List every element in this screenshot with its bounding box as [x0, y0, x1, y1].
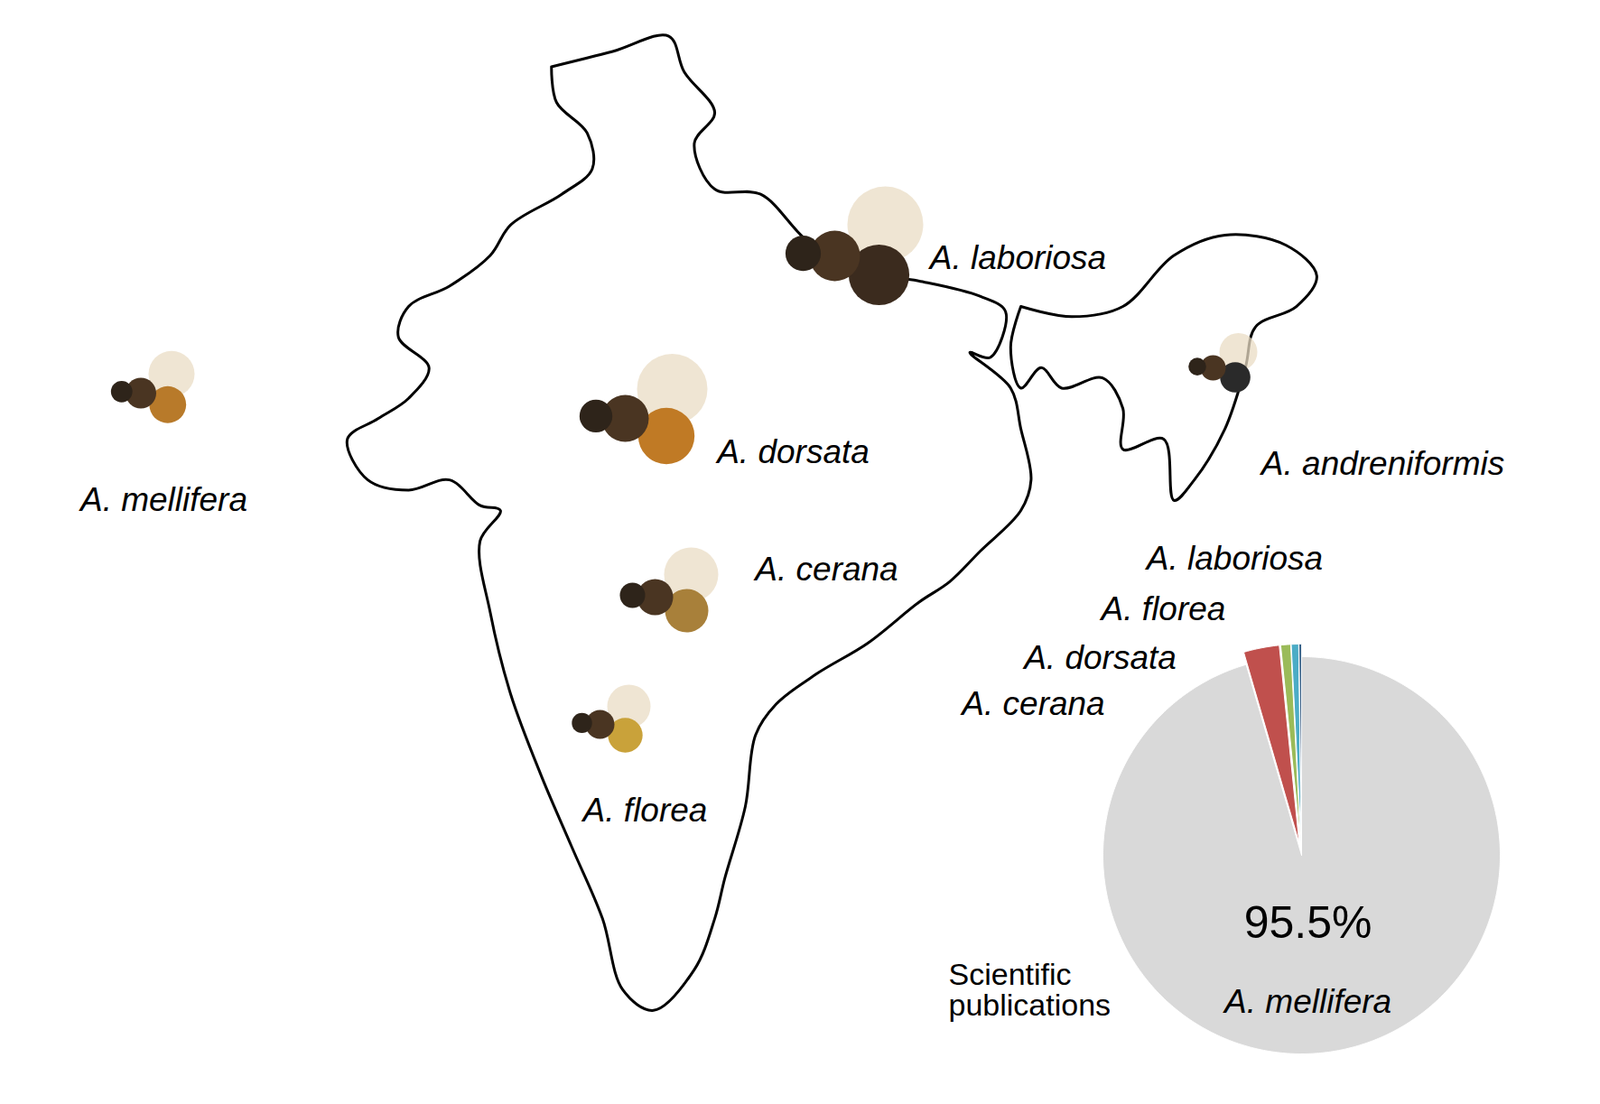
svg-text:95.5%: 95.5% [1244, 897, 1373, 949]
svg-text:A. cerana: A. cerana [959, 685, 1105, 723]
svg-text:A. florea: A. florea [581, 791, 708, 829]
svg-text:A. dorsata: A. dorsata [1022, 639, 1177, 677]
svg-text:A. laboriosa: A. laboriosa [928, 239, 1107, 277]
svg-text:A. mellifera: A. mellifera [78, 481, 248, 519]
svg-text:A. florea: A. florea [1099, 590, 1227, 628]
svg-text:A. andreniformis: A. andreniformis [1259, 445, 1505, 483]
svg-text:A. mellifera: A. mellifera [1222, 983, 1392, 1021]
svg-text:A. dorsata: A. dorsata [715, 433, 870, 471]
svg-text:A. cerana: A. cerana [753, 550, 898, 588]
svg-text:A. laboriosa: A. laboriosa [1144, 539, 1323, 577]
svg-text:Scientificpublications: Scientificpublications [948, 957, 1112, 1023]
